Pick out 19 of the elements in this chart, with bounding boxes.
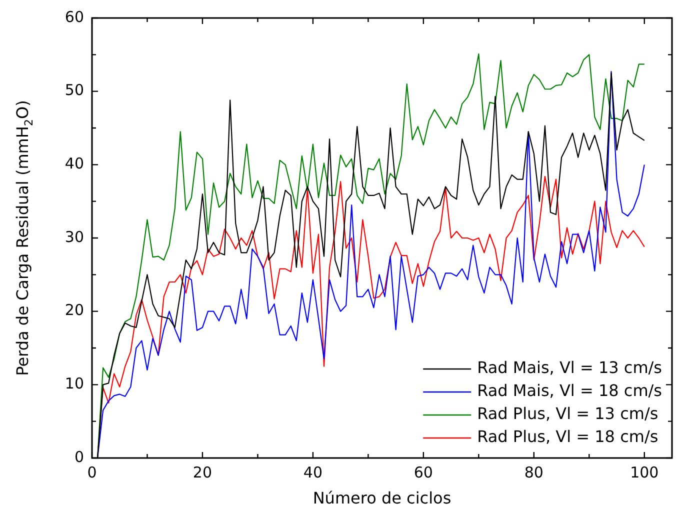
y-tick-label: 50 xyxy=(64,81,84,100)
y-tick-label: 10 xyxy=(64,374,84,393)
x-tick-label: 0 xyxy=(87,463,97,482)
y-axis-title: Perda de Carga Residual (mmH2O) xyxy=(13,100,36,376)
legend-label: Rad Mais, Vl = 13 cm/s xyxy=(477,358,662,378)
y-tick-label: 40 xyxy=(64,154,84,173)
y-tick-label: 0 xyxy=(74,448,84,466)
x-tick-label: 60 xyxy=(414,463,433,482)
y-tick-label: 60 xyxy=(64,8,84,26)
x-axis-title: Número de ciclos xyxy=(312,488,452,508)
y-tick-label: 30 xyxy=(64,228,84,246)
legend-label: Rad Plus, Vl = 13 cm/s xyxy=(477,404,658,424)
legend-label: Rad Plus, Vl = 18 cm/s xyxy=(477,427,658,446)
x-tick-label: 20 xyxy=(192,463,212,482)
y-tick-label: 20 xyxy=(64,301,84,320)
legend-label: Rad Mais, Vl = 18 cm/s xyxy=(477,381,662,400)
x-tick-label: 80 xyxy=(524,463,544,482)
x-tick-label: 40 xyxy=(303,463,322,482)
x-tick-label: 100 xyxy=(630,463,659,482)
